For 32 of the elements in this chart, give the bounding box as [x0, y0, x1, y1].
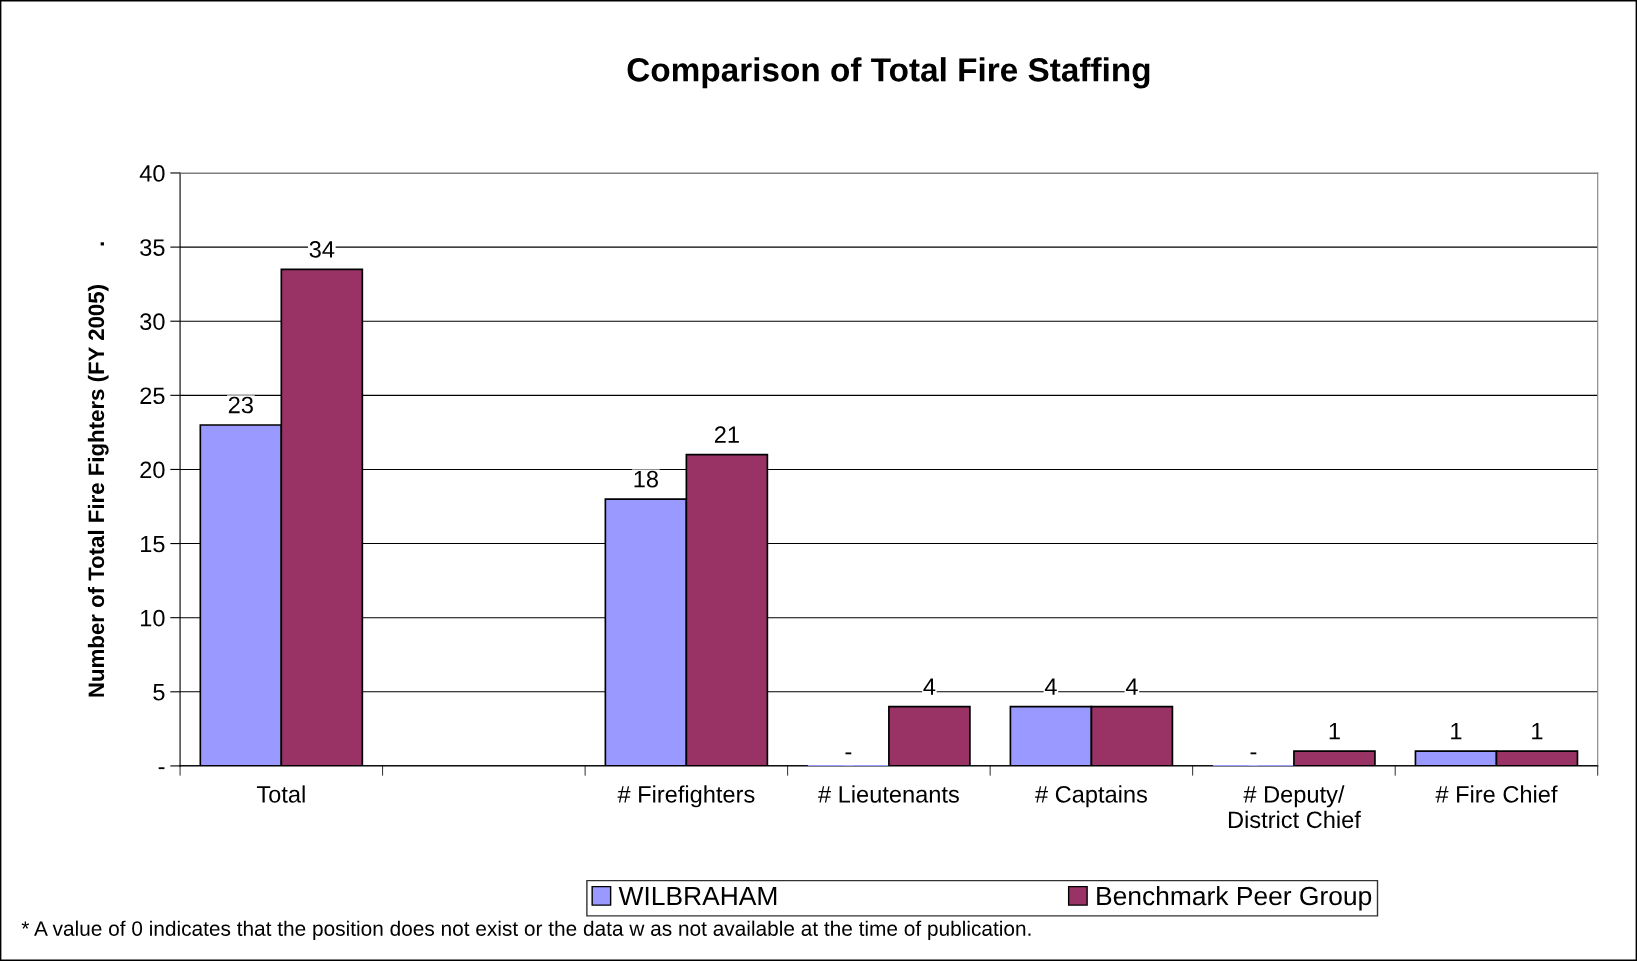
- x-tick-label: Total: [256, 785, 305, 803]
- data-label: 34: [309, 241, 335, 258]
- data-label: 21: [714, 426, 739, 443]
- x-tick-label: # Lieutenants: [818, 785, 959, 803]
- x-tick-label: # Captains: [1035, 785, 1147, 808]
- data-label: 4: [1044, 678, 1057, 695]
- data-label: 4: [923, 678, 936, 695]
- y-tick-label: 30: [140, 313, 165, 330]
- legend-label: Benchmark Peer Group: [1097, 885, 1372, 911]
- chart-title: Comparison of Total Fire Staffing: [627, 57, 1150, 89]
- data-label: -: [1250, 752, 1257, 755]
- x-tick-label: # Deputy/ District Chief: [1228, 785, 1361, 829]
- y-tick-label: 5: [153, 684, 165, 701]
- y-tick-label: 25: [140, 387, 165, 405]
- y-tick-label: 15: [141, 535, 165, 553]
- data-label: 23: [228, 396, 253, 414]
- data-label: 18: [634, 470, 658, 488]
- x-tick-label: # Fire Chief: [1435, 785, 1558, 803]
- data-label: 4: [1125, 678, 1138, 695]
- y-tick-label: -: [158, 767, 165, 770]
- data-label: -: [845, 752, 852, 755]
- data-label: 1: [1532, 723, 1543, 740]
- y-tick-label: 40: [139, 165, 165, 182]
- text: * A value of 0 indicates that the position does not exist or the data w as not available at the time of publication.: [21, 920, 1031, 941]
- y-tick-label: 20: [140, 461, 165, 479]
- legend-label: WILBRAHAM: [618, 886, 777, 906]
- data-label: 1: [1451, 723, 1462, 740]
- y-tick-label: 10: [141, 609, 165, 627]
- y-tick-label: 35: [140, 239, 165, 256]
- y-axis-title: Number of Total Fire Fighters (FY 2005) .: [87, 242, 109, 697]
- data-label: 1: [1329, 723, 1340, 740]
- x-tick-label: # Firefighters: [617, 785, 755, 808]
